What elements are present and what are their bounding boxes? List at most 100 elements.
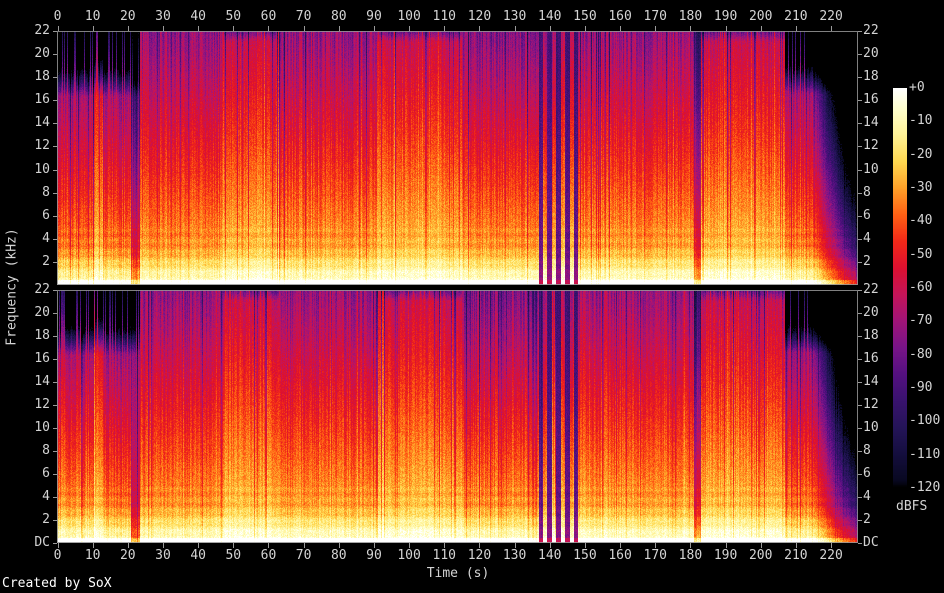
colorbar-tick-label: -70 [909,313,933,329]
x-tick-bottom [338,543,340,548]
x-tick-label-bottom: 140 [538,548,562,563]
y-tick-left [53,543,57,544]
x-tick-top [725,26,727,31]
x-tick-label-top: 120 [467,9,492,24]
colorbar-tick-label: -30 [909,180,933,195]
x-tick-label-bottom: 170 [643,548,667,563]
y-tick-label-left: 18 [34,328,50,343]
y-tick-right [858,474,862,475]
y-tick-label-left: 2 [42,254,50,269]
y-tick-left [53,313,57,314]
spectrogram-channel-1 [57,31,858,285]
y-tick-label-left: 16 [34,351,50,366]
x-tick-top [655,26,657,31]
x-tick-top [303,26,305,31]
x-tick-top [690,26,692,31]
y-tick-label-right: 16 [863,351,879,366]
y-tick-left [53,31,57,32]
y-tick-right [858,428,862,429]
y-tick-label-left: 4 [42,231,50,246]
x-tick-label-top: 220 [819,9,843,24]
x-tick-top [162,26,164,31]
y-tick-label-left: 20 [34,46,50,61]
y-tick-label-left: 16 [34,92,50,107]
y-tick-label-left: 10 [34,420,50,435]
x-tick-label-top: 80 [330,9,347,24]
x-tick-label-bottom: 40 [190,548,206,563]
x-tick-label-bottom: 20 [119,548,136,563]
y-tick-right [858,31,862,32]
y-tick-label-left: 22 [34,23,50,38]
colorbar-tick-label: -80 [909,346,933,362]
x-tick-bottom [303,543,305,548]
x-tick-label-bottom: 70 [295,548,312,563]
y-tick-label-left: 6 [42,466,50,481]
y-tick-left [53,262,57,263]
x-tick-top [198,26,200,31]
y-tick-right [858,520,862,521]
y-tick-right [858,170,862,171]
x-tick-top [795,26,797,31]
x-tick-bottom [584,543,586,548]
y-tick-label-right: 18 [863,328,879,343]
x-tick-top [409,26,411,31]
y-tick-left [53,54,57,55]
x-tick-label-bottom: 130 [502,548,527,563]
x-tick-label-top: 40 [190,9,206,24]
x-tick-label-bottom: 160 [608,548,632,563]
x-tick-label-top: 90 [366,9,382,24]
x-tick-bottom [373,543,375,548]
x-tick-top [479,26,481,31]
x-tick-top [373,26,375,31]
colorbar-tick-label: -20 [909,146,933,162]
y-tick-label-right: 2 [863,254,871,269]
y-tick-label-left: 14 [34,115,50,130]
y-tick-left [53,216,57,217]
x-tick-label-top: 60 [260,9,277,24]
spectrogram-channel-2 [57,290,858,543]
x-tick-bottom [620,543,622,548]
x-tick-label-top: 70 [295,9,312,24]
x-tick-bottom [514,543,516,548]
y-tick-left [53,100,57,101]
x-tick-top [444,26,446,31]
y-tick-label-left: 6 [42,208,50,223]
y-tick-label-right: DC [863,535,879,550]
x-tick-label-top: 20 [119,9,136,24]
colorbar-unit-label: dBFS [896,499,928,514]
y-tick-label-left: 20 [34,305,50,320]
x-tick-label-bottom: 190 [713,548,738,563]
x-tick-bottom [198,543,200,548]
y-tick-right [858,77,862,78]
y-tick-left [53,336,57,337]
x-tick-label-bottom: 180 [678,548,703,563]
y-tick-label-left: 10 [34,162,50,177]
y-tick-label-left: DC [34,535,50,550]
x-tick-label-top: 200 [748,9,773,24]
y-tick-right [858,543,862,544]
y-tick-left [53,123,57,124]
y-tick-label-right: 20 [863,305,879,320]
y-tick-left [53,146,57,147]
x-tick-top [127,26,129,31]
y-tick-label-right: 10 [863,420,879,435]
colorbar-tick-label: -50 [909,246,933,262]
y-tick-left [53,428,57,429]
x-tick-bottom [409,543,411,548]
y-tick-left [53,451,57,452]
x-tick-label-bottom: 220 [819,548,843,563]
y-tick-left [53,405,57,406]
x-tick-bottom [655,543,657,548]
y-tick-left [53,382,57,383]
y-tick-label-right: 16 [863,92,879,107]
y-tick-left [53,170,57,171]
x-tick-label-top: 140 [538,9,562,24]
y-tick-label-left: 8 [42,443,50,458]
y-tick-right [858,382,862,383]
x-tick-label-top: 110 [432,9,457,24]
y-tick-right [858,497,862,498]
y-tick-right [858,54,862,55]
x-tick-top [620,26,622,31]
colorbar [893,88,907,488]
